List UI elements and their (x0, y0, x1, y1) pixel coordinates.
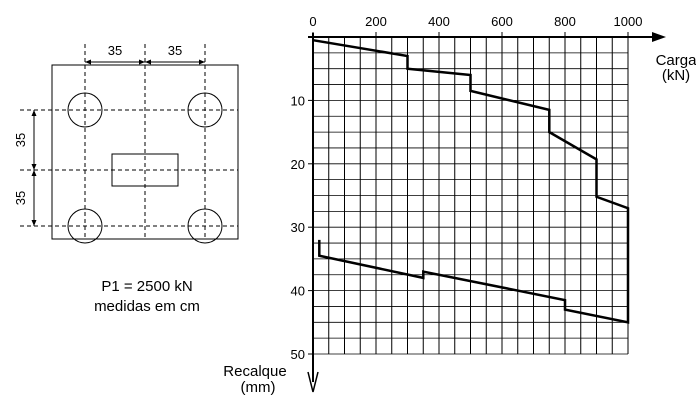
chart-axes (307, 32, 666, 393)
chart-grid (313, 37, 629, 355)
column-section (111, 153, 179, 187)
x-axis-unit: (kN) (662, 67, 690, 84)
x-tick-label: 200 (365, 14, 387, 29)
plan-caption-load: P1 = 2500 kN (101, 278, 192, 295)
dim-top-left: 35 (108, 43, 122, 58)
y-axis-label: Recalque (223, 363, 286, 380)
y-tick-label: 50 (291, 347, 305, 362)
y-tick-label: 40 (291, 284, 305, 299)
dimension-lines (31, 59, 205, 226)
x-tick-label: 0 (309, 14, 316, 29)
dim-side-upper: 35 (13, 133, 28, 147)
pile-top-right (187, 92, 223, 128)
y-axis-arrow (307, 371, 319, 393)
centre-lines (20, 44, 238, 239)
chart-series (312, 38, 630, 324)
pile-bottom-left (67, 208, 103, 244)
plan-caption-units: medidas em cm (94, 298, 200, 315)
dim-top-right: 35 (168, 43, 182, 58)
x-axis-label: Carga (656, 52, 696, 69)
chart-tick-labels: 0 200 400 600 800 1000 10 20 30 40 50 (291, 14, 643, 362)
x-tick-label: 400 (428, 14, 450, 29)
foundation-plan (20, 44, 239, 244)
y-tick-label: 10 (291, 93, 305, 108)
dim-side-lower: 35 (13, 191, 28, 205)
y-tick-label: 20 (291, 157, 305, 172)
pile-top-left (67, 92, 103, 128)
pile-bottom-right (187, 208, 223, 244)
y-tick-label: 30 (291, 220, 305, 235)
x-tick-label: 1000 (614, 14, 643, 29)
x-tick-label: 800 (554, 14, 576, 29)
y-axis-unit: (mm) (241, 379, 276, 396)
x-tick-label: 600 (491, 14, 513, 29)
load-settlement-curve (312, 38, 630, 324)
x-axis-arrow (652, 32, 666, 42)
